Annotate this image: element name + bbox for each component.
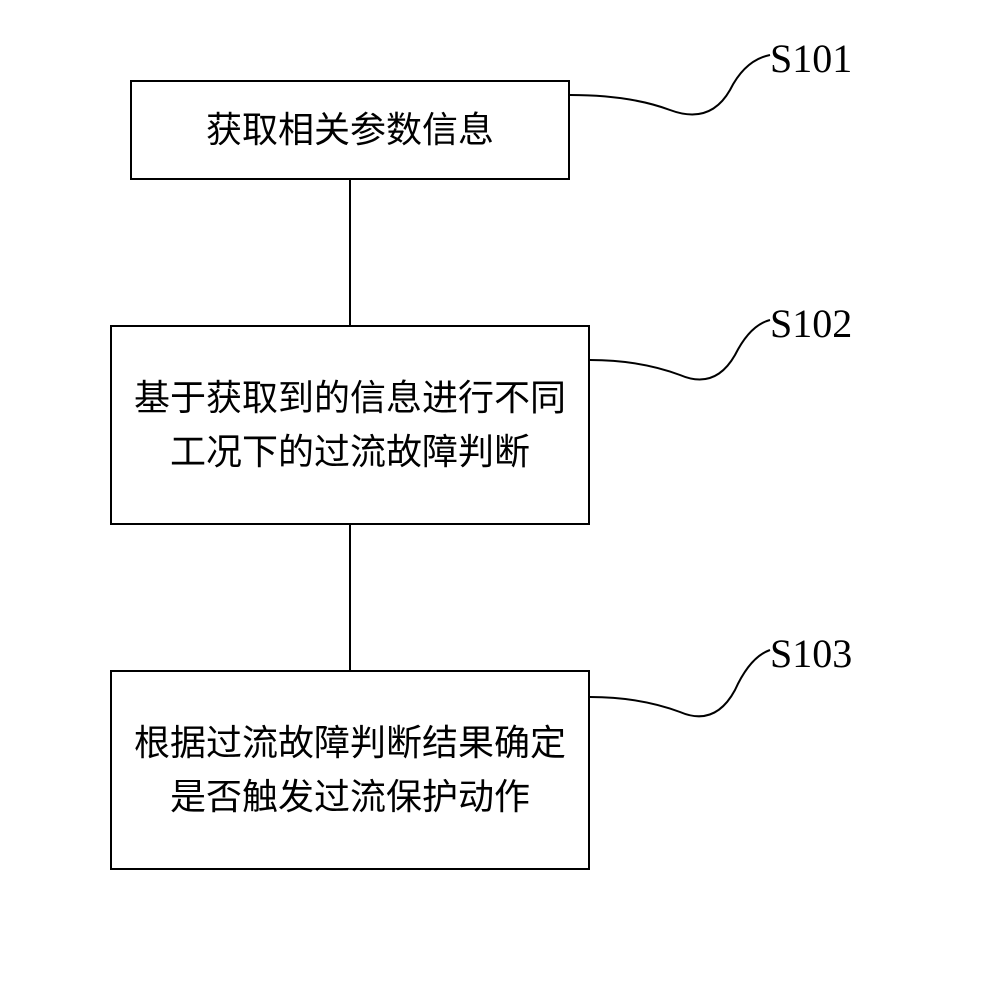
connector-line-1-2 (349, 180, 351, 325)
step-label-s101: S101 (770, 35, 852, 82)
step-text-s101: 获取相关参数信息 (206, 103, 494, 157)
step-text-s103: 根据过流故障判断结果确定是否触发过流保护动作 (132, 716, 568, 824)
step-text-s102: 基于获取到的信息进行不同工况下的过流故障判断 (132, 371, 568, 479)
step-label-s102: S102 (770, 300, 852, 347)
step-box-s103: 根据过流故障判断结果确定是否触发过流保护动作 (110, 670, 590, 870)
step-box-s101: 获取相关参数信息 (130, 80, 570, 180)
connector-curve-s102 (590, 305, 780, 405)
connector-curve-s101 (570, 40, 780, 140)
connector-curve-s103 (590, 635, 780, 735)
step-label-s103: S103 (770, 630, 852, 677)
step-box-s102: 基于获取到的信息进行不同工况下的过流故障判断 (110, 325, 590, 525)
connector-line-2-3 (349, 525, 351, 670)
